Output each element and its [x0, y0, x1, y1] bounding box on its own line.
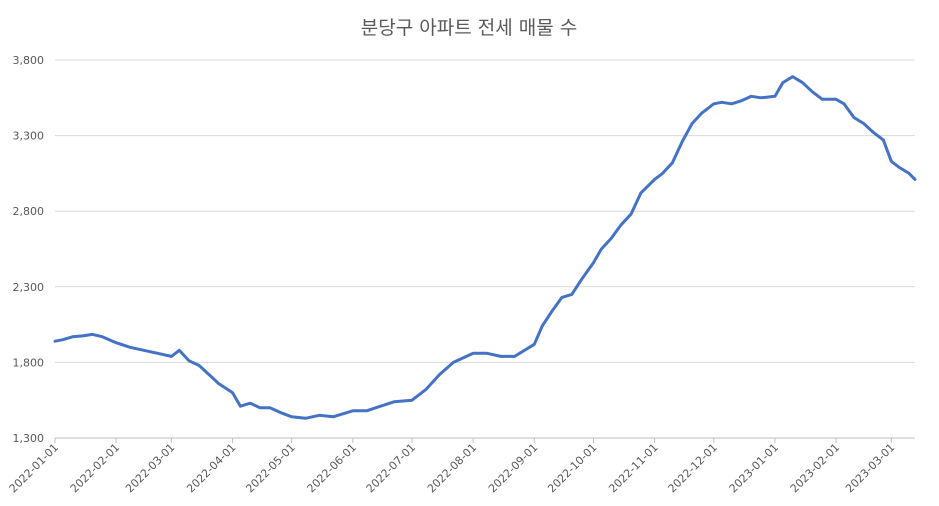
series-line: [53, 75, 917, 420]
y-tick-label: 2,300: [13, 281, 45, 294]
y-tick-label: 3,300: [13, 130, 45, 143]
x-tick-label: 2022-08-01: [425, 441, 479, 495]
x-tick-label: 2022-07-01: [364, 441, 418, 495]
y-tick-label: 2,800: [13, 205, 45, 218]
x-tick-label: 2023-02-01: [788, 441, 842, 495]
series-layer: [53, 75, 917, 420]
x-tick-label: 2022-02-01: [68, 441, 122, 495]
chart-title: 분당구 아파트 전세 매물 수: [361, 17, 577, 39]
y-tick-label: 3,800: [13, 54, 45, 67]
grid: [55, 59, 915, 439]
y-tick-label: 1,300: [13, 432, 45, 445]
x-tick-label: 2023-01-01: [727, 441, 781, 495]
x-tick-label: 2022-05-01: [243, 441, 297, 495]
x-tick-label: 2022-01-01: [7, 441, 61, 495]
x-tick-label: 2022-06-01: [305, 441, 359, 495]
x-tick-label: 2022-09-01: [486, 441, 540, 495]
y-axis: 1,300 1,800 2,300 2,800 3,300 3,800: [13, 54, 45, 445]
x-axis: 2022-01-01 2022-02-01 2022-03-01 2022-04-01…: [7, 438, 897, 495]
y-tick-label: 1,800: [13, 356, 45, 369]
x-tick-label: 2022-12-01: [666, 441, 720, 495]
x-tick-label: 2022-03-01: [123, 441, 177, 495]
x-tick-label: 2022-11-01: [606, 441, 660, 495]
x-tick-label: 2022-04-01: [184, 441, 238, 495]
x-tick-label: 2023-03-01: [843, 441, 897, 495]
x-tick-label: 2022-10-01: [545, 441, 599, 495]
